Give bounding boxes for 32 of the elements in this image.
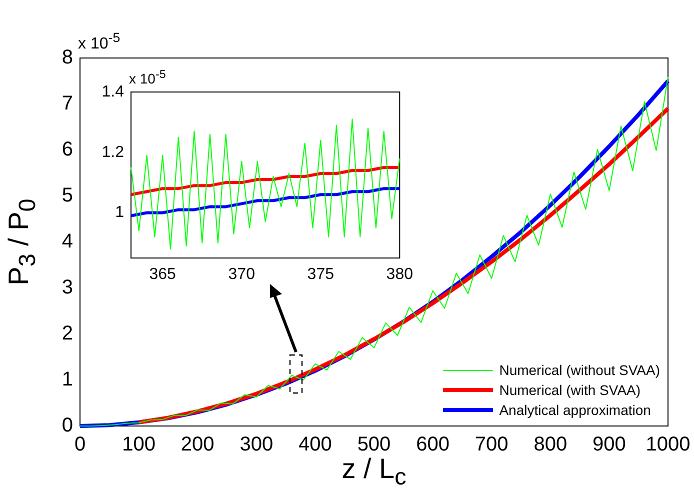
x-tick-label: 700 xyxy=(474,434,508,456)
x-tick-label: 200 xyxy=(180,434,214,456)
text: x 10$^{-5}$ xyxy=(78,30,120,54)
x-tick-label: 300 xyxy=(240,434,274,456)
x-axis-title: z / L$_{c}$ xyxy=(342,453,406,490)
y-tick-label: 6 xyxy=(62,138,73,161)
x-tick-label: 900 xyxy=(592,434,626,456)
x-tick-label: 1000 xyxy=(646,434,690,456)
y-tick-label: 3 xyxy=(62,276,73,299)
y-tick-label: 1.2 xyxy=(102,144,124,161)
legend-label: Analytical approximation xyxy=(499,402,651,418)
y-tick-label: 1.4 xyxy=(102,83,124,100)
x-tick-label: 370 xyxy=(228,266,256,284)
x-tick-label: 100 xyxy=(122,434,156,456)
y-tick-label: 0 xyxy=(62,414,73,437)
x-tick-label: 380 xyxy=(386,266,414,284)
x-tick-label: 400 xyxy=(298,434,332,456)
x-tick-label: 600 xyxy=(416,434,450,456)
legend-label: Numerical (without SVAA) xyxy=(499,362,660,378)
legend-label: Numerical (with SVAA) xyxy=(499,382,641,398)
annotation: x 10$^{-5}$ xyxy=(129,68,166,87)
y-tick-label: 2 xyxy=(62,322,73,345)
y-tick-label: 4 xyxy=(62,230,73,253)
y-tick-label: 1 xyxy=(62,368,73,391)
x-tick-label: 375 xyxy=(307,266,334,284)
x-tick-label: 500 xyxy=(357,434,391,456)
y-tick-label: 8 xyxy=(62,46,73,69)
y-tick-label: 1 xyxy=(115,204,124,222)
x-tick-label: 800 xyxy=(534,434,568,456)
y-tick-label: 7 xyxy=(62,92,73,115)
x-tick-label: 365 xyxy=(149,266,176,284)
y-tick-label: 5 xyxy=(62,184,73,207)
